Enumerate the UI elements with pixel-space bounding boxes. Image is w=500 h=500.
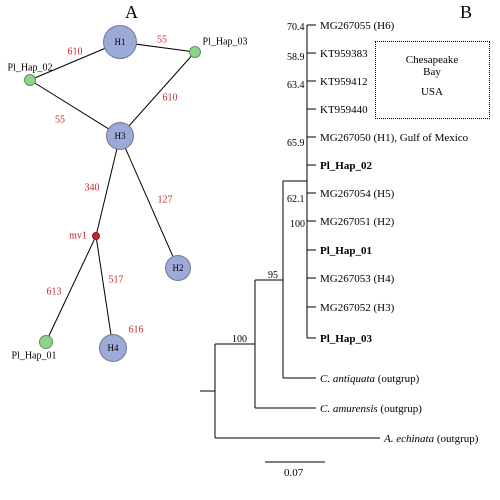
support-7: 100 bbox=[232, 334, 247, 345]
tip-10: MG267052 (H3) bbox=[320, 302, 395, 314]
tip-2: KT959412 bbox=[320, 76, 368, 88]
support-3: 65.9 bbox=[287, 138, 305, 149]
tip-9: MG267053 (H4) bbox=[320, 273, 395, 285]
tree-svg: 70.4 58.9 63.4 65.9 62.1 100 95 100 MG26… bbox=[0, 0, 500, 500]
tip-7: MG267051 (H2) bbox=[320, 216, 395, 228]
tip-11: Pl_Hap_03 bbox=[320, 333, 372, 345]
tip-12: C. antiquata (outgrup) bbox=[320, 373, 420, 385]
tip-13: C. amurensis (outgrup) bbox=[320, 403, 422, 415]
tip-5: Pl_Hap_02 bbox=[320, 160, 372, 172]
tip-14: A. echinata (outgrup) bbox=[383, 433, 479, 445]
tip-6: MG267054 (H5) bbox=[320, 188, 395, 200]
tip-0: MG267055 (H6) bbox=[320, 20, 395, 32]
tip-1: KT959383 bbox=[320, 48, 368, 60]
tip-8: Pl_Hap_01 bbox=[320, 245, 372, 257]
support-5: 100 bbox=[290, 219, 305, 230]
scale-label: 0.07 bbox=[284, 467, 304, 479]
tip-4: MG267050 (H1), Gulf of Mexico bbox=[320, 132, 469, 144]
support-4: 62.1 bbox=[287, 194, 305, 205]
support-6: 95 bbox=[268, 270, 278, 281]
support-0: 70.4 bbox=[287, 22, 305, 33]
tip-3: KT959440 bbox=[320, 104, 368, 116]
support-2: 63.4 bbox=[287, 80, 305, 91]
support-1: 58.9 bbox=[287, 52, 305, 63]
